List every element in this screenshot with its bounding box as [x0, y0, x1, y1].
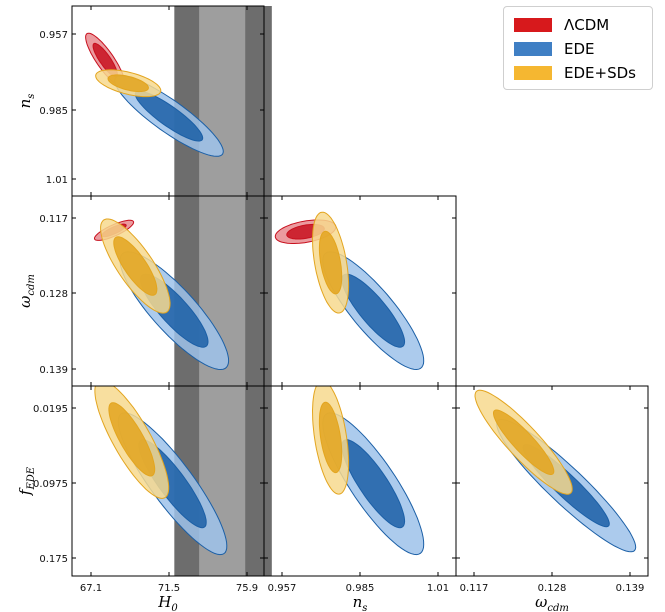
- panel-f_EDE-vs-ns: [311, 386, 425, 556]
- contour-68-ede-sds: [493, 409, 555, 475]
- y-tick-label-omega_cdm: 0.117: [39, 214, 68, 225]
- y-axis-label-ns: ns: [16, 94, 37, 109]
- legend-swatch-lcdm: [514, 18, 552, 32]
- x-axis-label-h0: H0: [157, 593, 178, 612]
- legend-item-ede: EDE: [514, 39, 595, 59]
- legend-swatch-ede-sds: [514, 66, 552, 80]
- y-tick-label-ns: 0.957: [39, 30, 68, 41]
- x-tick-label-ns: 1.01: [427, 583, 449, 594]
- y-tick-label-f_EDE: 0.0975: [33, 479, 68, 490]
- y-axis-label-f-ede: fEDE: [16, 466, 37, 496]
- y-tick-label-omega_cdm: 0.139: [39, 365, 68, 376]
- x-tick-label-omega_cdm: 0.128: [538, 583, 567, 594]
- legend-swatch-ede: [514, 42, 552, 56]
- y-tick-label-ns: 1.01: [46, 175, 68, 186]
- h0-band-inner: [199, 6, 246, 576]
- legend-label-ede: EDE: [564, 40, 595, 58]
- x-tick-label-ns: 0.957: [268, 583, 297, 594]
- x-tick-label-omega_cdm: 0.139: [616, 583, 645, 594]
- x-tick-label-H0: 71.5: [158, 583, 180, 594]
- y-axis-label-omega-cdm: ωcdm: [16, 274, 37, 308]
- x-axis-label-ns: ns: [353, 593, 368, 612]
- legend: ΛCDM EDE EDE+SDs: [503, 6, 653, 90]
- legend-item-ede-sds: EDE+SDs: [514, 63, 636, 83]
- y-tick-label-f_EDE: 0.175: [39, 554, 68, 565]
- legend-label-ede-sds: EDE+SDs: [564, 64, 636, 82]
- contour-68-ede-sds: [318, 230, 343, 295]
- x-tick-label-omega_cdm: 0.117: [460, 583, 489, 594]
- x-tick-label-H0: 67.1: [80, 583, 102, 594]
- x-axis-label-omega-cdm: ωcdm: [535, 593, 569, 612]
- panel-omega_cdm-vs-ns: [274, 211, 425, 371]
- y-tick-label-f_EDE: 0.0195: [33, 404, 68, 415]
- x-tick-label-ns: 0.985: [346, 583, 375, 594]
- legend-item-lcdm: ΛCDM: [514, 15, 609, 35]
- y-tick-label-omega_cdm: 0.128: [39, 289, 68, 300]
- contour-68-ede-sds: [318, 401, 343, 474]
- y-tick-label-ns: 0.985: [39, 106, 68, 117]
- legend-label-lcdm: ΛCDM: [564, 16, 610, 34]
- panel-f_EDE-vs-H0: [94, 386, 228, 556]
- panel-omega_cdm-vs-H0: [94, 218, 230, 371]
- x-tick-label-H0: 75.9: [236, 583, 258, 594]
- contour-68-ede-sds: [113, 236, 158, 296]
- contour-68-ede-sds: [108, 402, 156, 477]
- contour-68-ede-sds: [107, 74, 149, 93]
- panel-ns-vs-H0: [85, 32, 224, 157]
- panel-f_EDE-vs-omega_cdm: [474, 389, 637, 553]
